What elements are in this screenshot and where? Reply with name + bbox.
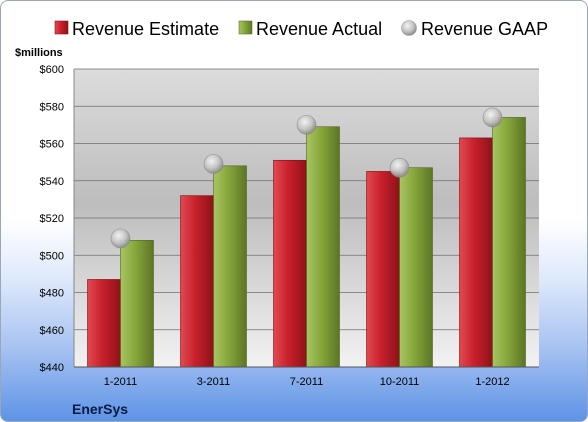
legend-swatch-actual [238, 20, 253, 35]
bar-revenue-estimate [87, 279, 121, 368]
legend-swatch-estimate [54, 20, 69, 35]
marker-revenue-gaap [482, 107, 503, 128]
y-tick-label: $600 [40, 64, 64, 76]
y-tick-label: $560 [40, 139, 64, 151]
y-tick-label: $460 [40, 325, 64, 337]
marker-revenue-gaap [203, 154, 224, 174]
x-tick-label: 7-2011 [290, 376, 323, 388]
x-tick-label: 1-2012 [475, 376, 509, 388]
y-tick-label: $480 [40, 288, 64, 300]
legend: Revenue Estimate Revenue Actual Revenue … [54, 19, 548, 39]
marker-revenue-gaap [296, 115, 317, 135]
y-tick-label: $540 [40, 176, 64, 188]
marker-revenue-gaap [110, 228, 131, 249]
y-tick-label: $520 [40, 213, 64, 225]
y-unit-label: $millions [15, 47, 63, 59]
bar-revenue-estimate [459, 137, 493, 368]
marker-revenue-gaap [389, 157, 410, 178]
legend-label-gaap: Revenue GAAP [421, 19, 548, 39]
bar-revenue-estimate [366, 171, 400, 368]
bar-revenue-actual [213, 165, 247, 368]
x-tick-label: 1-2011 [104, 376, 137, 388]
company-name: EnerSys [72, 401, 128, 417]
bar-revenue-estimate [180, 195, 214, 368]
bar-revenue-actual [492, 117, 526, 368]
bar-revenue-actual [120, 240, 154, 368]
x-tick-label: 3-2011 [197, 376, 230, 388]
legend-marker-gaap [401, 20, 417, 36]
bar-revenue-actual [399, 167, 433, 368]
legend-label-estimate: Revenue Estimate [72, 19, 219, 39]
x-tick-label: 10-2011 [380, 376, 420, 388]
bar-revenue-estimate [273, 159, 307, 368]
y-tick-label: $580 [40, 101, 64, 113]
legend-label-actual: Revenue Actual [256, 19, 382, 39]
y-tick-label: $440 [40, 362, 64, 374]
y-tick-label: $500 [40, 250, 64, 262]
bar-revenue-actual [306, 126, 340, 368]
